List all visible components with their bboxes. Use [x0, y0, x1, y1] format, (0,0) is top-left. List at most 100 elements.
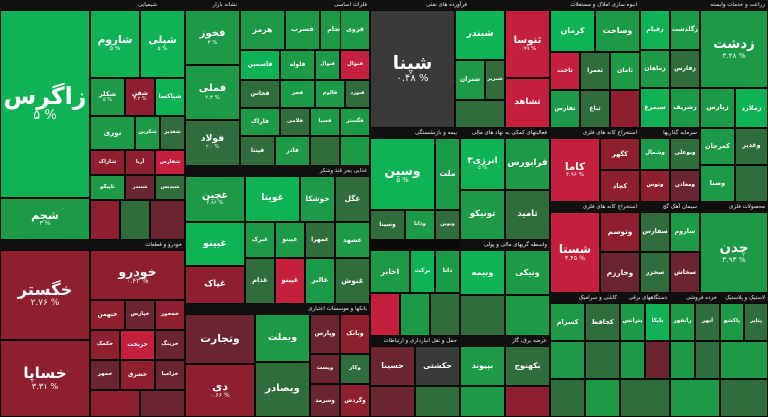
stock-tile[interactable]: دانا — [435, 250, 460, 293]
stock-tile[interactable]: وساخت — [595, 10, 640, 52]
stock-tile[interactable] — [140, 390, 185, 417]
stock-tile[interactable]: شاراک — [90, 150, 125, 175]
stock-tile[interactable] — [120, 200, 150, 240]
stock-tile[interactable]: فولاد ۲.۰ % — [185, 120, 240, 166]
stock-tile[interactable]: فملی ۲.۳ % — [185, 65, 240, 120]
stock-tile[interactable]: غمهرا — [305, 222, 335, 258]
stock-tile[interactable]: وبصادر — [255, 362, 310, 417]
stock-tile[interactable]: زفارس — [670, 50, 700, 88]
stock-tile[interactable]: شبندر — [125, 175, 155, 200]
stock-tile[interactable]: ومعادن — [670, 170, 700, 202]
stock-tile[interactable] — [670, 341, 695, 379]
stock-tile[interactable]: زاگرس ۵ % — [0, 10, 90, 198]
stock-tile[interactable]: وپارس — [310, 314, 340, 354]
stock-tile[interactable]: وسینا — [370, 210, 405, 240]
stock-tile[interactable]: وکار — [340, 354, 370, 384]
stock-tile[interactable]: غپینو — [275, 258, 305, 304]
stock-tile[interactable]: زپارس — [700, 88, 735, 128]
stock-tile[interactable]: وصنا — [700, 165, 735, 202]
stock-tile[interactable]: سخزر — [640, 252, 670, 293]
stock-tile[interactable] — [505, 386, 550, 417]
stock-tile[interactable]: ثشاهد — [505, 78, 550, 128]
stock-tile[interactable]: غشهد — [335, 222, 370, 258]
stock-tile[interactable]: فاراک — [240, 108, 280, 136]
stock-tile[interactable]: ملت — [435, 138, 460, 210]
stock-tile[interactable]: دی ۰.۶۶ % — [185, 364, 255, 417]
stock-tile[interactable]: غپینو — [275, 222, 305, 258]
stock-tile[interactable] — [460, 295, 505, 336]
stock-tile[interactable]: کحافظ — [585, 303, 620, 341]
stock-tile[interactable] — [310, 136, 340, 166]
stock-tile[interactable]: زقیام — [640, 10, 670, 50]
stock-tile[interactable]: ثامان — [610, 52, 640, 90]
stock-tile[interactable]: فنوال — [340, 50, 370, 80]
stock-tile[interactable]: وبیمه — [460, 250, 505, 295]
stock-tile[interactable] — [370, 386, 415, 417]
stock-tile[interactable]: شپلی ۵ % — [140, 10, 185, 78]
stock-tile[interactable]: زماهان — [640, 50, 670, 88]
stock-tile[interactable]: وگردش — [340, 384, 370, 417]
stock-tile[interactable]: وبوعلی — [670, 138, 700, 170]
stock-tile[interactable]: کمرجان — [700, 128, 735, 165]
stock-tile[interactable]: فروی — [340, 10, 370, 50]
stock-tile[interactable]: بایکا — [645, 303, 670, 341]
stock-tile[interactable]: سیمرغ — [640, 88, 670, 128]
stock-tile[interactable] — [415, 386, 460, 417]
stock-tile[interactable]: شجم ۳ % — [0, 198, 90, 240]
stock-tile[interactable] — [610, 90, 640, 128]
stock-tile[interactable]: فنورد — [345, 80, 370, 108]
stock-tile[interactable]: وشمال — [640, 138, 670, 170]
stock-tile[interactable]: کاما ۴.۹۶ % — [550, 138, 600, 202]
stock-tile[interactable]: فلوله — [280, 50, 315, 80]
stock-tile[interactable]: شاروم ۵ % — [90, 10, 140, 78]
stock-tile[interactable]: اخابر — [370, 250, 410, 293]
stock-tile[interactable]: غپاک — [185, 266, 245, 304]
stock-tile[interactable]: خودرو ۰.۴۳ % — [90, 250, 185, 300]
stock-tile[interactable]: زشریف — [670, 88, 700, 128]
stock-tile[interactable]: فخوز ۳ % — [185, 10, 240, 65]
stock-tile[interactable] — [720, 341, 768, 379]
stock-tile[interactable]: زملارد — [735, 88, 768, 128]
stock-tile[interactable]: خوشکا — [300, 176, 335, 222]
stock-tile[interactable]: حکشتی — [415, 346, 460, 386]
stock-tile[interactable]: غگل — [335, 176, 370, 222]
stock-tile[interactable]: خشرق — [120, 360, 155, 390]
stock-tile[interactable]: کسرام — [550, 303, 585, 341]
stock-tile[interactable] — [340, 136, 370, 166]
stock-tile[interactable]: شکلر ۵ % — [90, 78, 125, 116]
stock-tile[interactable]: خمحور — [155, 300, 185, 330]
stock-tile[interactable] — [550, 379, 585, 417]
stock-tile[interactable]: شبندر — [455, 10, 505, 60]
stock-tile[interactable]: وغدیر — [735, 128, 768, 165]
stock-tile[interactable]: برکت — [410, 250, 435, 293]
stock-tile[interactable]: ثفارس — [550, 90, 580, 128]
stock-tile[interactable]: ثباغ — [580, 90, 610, 128]
stock-tile[interactable]: وتوسم — [600, 212, 640, 252]
stock-tile[interactable]: شستا ۳.۴۵ % — [550, 212, 600, 293]
stock-tile[interactable]: فرابورس — [505, 138, 550, 190]
stock-tile[interactable]: فلامی — [280, 108, 310, 136]
stock-tile[interactable]: غالبر — [305, 258, 335, 304]
stock-tile[interactable]: هرمز — [240, 10, 285, 50]
stock-tile[interactable] — [430, 293, 460, 336]
stock-tile[interactable] — [455, 100, 505, 128]
stock-tile[interactable]: بکهنوج — [505, 346, 550, 386]
stock-tile[interactable]: شبریز — [485, 60, 505, 100]
stock-tile[interactable] — [370, 293, 400, 336]
stock-tile[interactable]: فجر — [280, 80, 315, 108]
stock-tile[interactable]: شفن ۳.۲ % — [125, 78, 155, 116]
stock-tile[interactable]: فنوال — [315, 50, 340, 80]
stock-tile[interactable]: غویتا — [245, 176, 300, 222]
stock-tile[interactable] — [645, 341, 670, 379]
stock-tile[interactable] — [400, 293, 430, 336]
stock-tile[interactable]: وسرمد — [310, 384, 340, 417]
stock-tile[interactable]: خمهر — [90, 360, 120, 390]
stock-tile[interactable]: ثنوسا ۰.۹۹ % — [505, 10, 550, 78]
stock-tile[interactable] — [735, 165, 768, 202]
stock-tile[interactable]: ودانا — [405, 210, 435, 240]
stock-tile[interactable]: زدشت ۳.۴۸ % — [700, 10, 768, 88]
stock-tile[interactable]: شکربن — [135, 116, 160, 150]
stock-tile[interactable] — [585, 341, 620, 379]
stock-tile[interactable] — [90, 200, 120, 240]
stock-tile[interactable]: غبینو — [185, 222, 245, 266]
